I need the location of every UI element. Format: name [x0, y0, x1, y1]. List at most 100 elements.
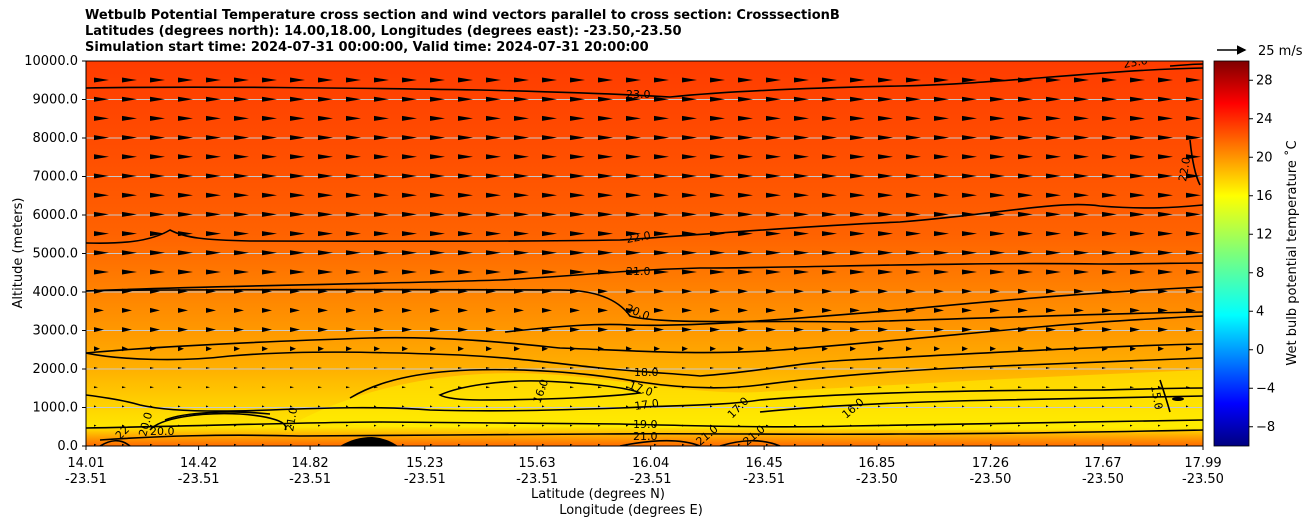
wind-arrow	[514, 269, 529, 275]
wind-arrow	[206, 443, 209, 446]
wind-arrow	[1158, 135, 1173, 141]
title-line-1: Wetbulb Potential Temperature cross sect…	[85, 8, 840, 23]
wind-arrow	[710, 367, 714, 369]
wind-arrow	[150, 173, 165, 179]
wind-arrow	[178, 346, 184, 352]
wind-arrow	[850, 443, 853, 446]
wind-arrow	[570, 424, 573, 427]
y-tick-label: 2000.0	[33, 362, 79, 377]
contour-label: 20.0	[136, 411, 155, 438]
wind-arrow	[654, 135, 669, 141]
wind-arrow	[514, 346, 520, 352]
wind-arrow	[990, 115, 1005, 121]
x-tick-label-lon: -23.50	[856, 472, 898, 487]
wind-arrow	[906, 77, 921, 83]
wind-arrow	[1186, 192, 1201, 198]
wind-arrow	[178, 96, 193, 102]
wind-arrow	[206, 327, 216, 333]
wind-arrow	[1130, 307, 1140, 313]
wind-arrow	[1018, 192, 1033, 198]
wind-arrow	[962, 327, 972, 333]
wind-arrow	[122, 443, 125, 446]
y-tick-label: 0.0	[57, 439, 78, 454]
wind-arrow	[122, 327, 132, 333]
wind-arrow	[430, 327, 440, 333]
wind-arrow	[374, 192, 389, 198]
plot-field: 23.0 23.0 22.0 22.0 21.0 20.0 18.0 17.0 …	[86, 61, 1203, 446]
wind-arrow	[934, 115, 949, 121]
wind-arrow	[794, 77, 809, 83]
wind-arrow	[234, 115, 249, 121]
wind-arrow	[94, 250, 109, 256]
wind-arrow	[570, 367, 574, 369]
wind-arrow	[962, 135, 977, 141]
wind-arrow	[962, 307, 972, 313]
wind-arrow	[822, 346, 828, 352]
wind-arrow	[178, 443, 181, 446]
wind-arrow	[766, 96, 781, 102]
wind-arrow	[346, 269, 361, 275]
wind-arrow	[654, 154, 669, 160]
wind-arrow	[906, 135, 921, 141]
wind-arrow	[94, 115, 109, 121]
wind-arrow	[430, 96, 445, 102]
wind-arrow	[262, 346, 268, 352]
wind-arrow	[626, 192, 641, 198]
wind-arrow	[654, 386, 658, 389]
wind-arrow	[934, 192, 949, 198]
contour-label: 22.0	[1176, 156, 1193, 182]
wind-arrow	[654, 288, 664, 294]
wind-arrow	[486, 135, 501, 141]
wind-arrow	[1158, 211, 1173, 217]
wind-arrow	[150, 250, 165, 256]
wind-arrow	[850, 327, 860, 333]
wind-arrow	[150, 211, 165, 217]
wind-arrow	[1018, 135, 1033, 141]
wind-arrow	[906, 231, 921, 237]
wind-arrow	[570, 269, 585, 275]
wind-arrow	[346, 211, 361, 217]
wind-arrow	[570, 135, 585, 141]
wind-arrow	[234, 443, 237, 446]
colorbar-tick-label: −4	[1256, 381, 1275, 396]
contour-19	[86, 315, 1203, 354]
wind-arrow	[934, 405, 937, 408]
x-tick-label-lon: -23.51	[65, 472, 107, 487]
wind-arrow	[1074, 173, 1089, 179]
wind-arrow	[542, 173, 557, 179]
x-tick-label-lat: 14.01	[67, 456, 104, 471]
contour-16-right	[759, 395, 1203, 413]
wind-arrow	[682, 192, 697, 198]
wind-arrow	[766, 250, 781, 256]
wind-arrow	[1130, 173, 1145, 179]
wind-arrow	[682, 269, 697, 275]
wind-arrow	[178, 327, 188, 333]
wind-arrow	[346, 367, 350, 369]
wind-arrow	[850, 96, 865, 102]
contour-lines	[86, 63, 1203, 446]
wind-arrow	[990, 96, 1005, 102]
wind-arrow	[822, 135, 837, 141]
wind-arrow	[346, 307, 356, 313]
wind-arrow	[962, 231, 977, 237]
wind-arrow	[122, 424, 125, 427]
wind-arrow	[430, 386, 434, 389]
contour-22	[86, 203, 1203, 245]
contour-21-low	[99, 429, 1203, 441]
wind-arrow	[234, 367, 238, 369]
wind-arrow	[1186, 96, 1201, 102]
wind-arrow	[234, 135, 249, 141]
wind-arrow	[962, 173, 977, 179]
wind-arrow	[1158, 269, 1173, 275]
wind-arrow	[794, 367, 798, 369]
wind-arrow	[1158, 327, 1168, 333]
wind-arrow	[122, 211, 137, 217]
wind-arrow	[934, 443, 937, 446]
wind-arrow	[402, 307, 412, 313]
wind-arrow	[1074, 424, 1077, 427]
wind-arrow	[850, 77, 865, 83]
wind-arrow	[290, 424, 293, 427]
wind-arrow	[1046, 307, 1056, 313]
wind-arrow	[1130, 77, 1145, 83]
wind-arrow	[1130, 405, 1133, 408]
